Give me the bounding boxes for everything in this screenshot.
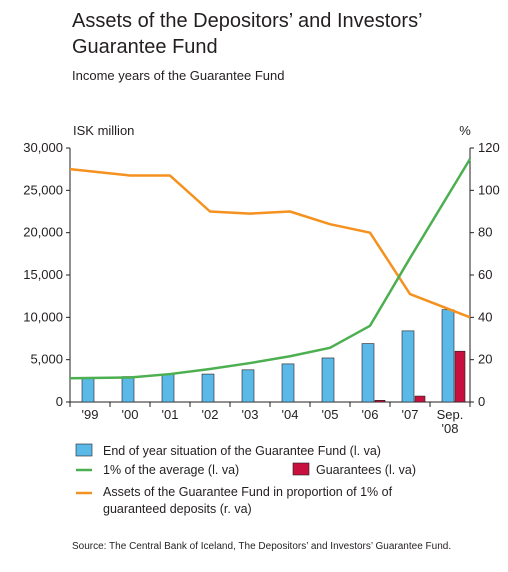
right-tick-label: 40 [478, 309, 492, 324]
guarantee-bar [454, 350, 466, 403]
x-tick-label: Sep. [437, 407, 464, 422]
chart-title: Assets of the Depositors’ and Investors’… [72, 10, 422, 58]
x-tick-label: '99 [82, 407, 99, 422]
fund-bar [121, 376, 135, 403]
x-tick-label: '08 [442, 421, 459, 436]
fund-bar [241, 369, 255, 403]
x-tick-label: '07 [402, 407, 419, 422]
one-percent-average-line [69, 158, 472, 380]
x-tick-label: '06 [362, 407, 379, 422]
legend-label-orange-line-2: guaranteed deposits (r. va) [103, 502, 252, 516]
x-tick-label: '00 [122, 407, 139, 422]
left-tick-label: 15,000 [23, 267, 63, 282]
left-tick-label: 0 [56, 394, 63, 409]
fund-bar [281, 363, 295, 403]
legend-swatch-bars [75, 443, 93, 457]
fund-bar [441, 309, 455, 403]
right-tick-label: 120 [478, 140, 500, 155]
fund-bar [321, 357, 335, 403]
source-note: Source: The Central Bank of Iceland, The… [72, 541, 452, 552]
fund-bar [361, 343, 375, 403]
fund-bar [161, 373, 175, 403]
assets-proportion-line [69, 167, 471, 319]
x-tick-label: '03 [242, 407, 259, 422]
x-tick-label: '04 [282, 407, 299, 422]
x-tick-label: '01 [162, 407, 179, 422]
x-tick-label: '02 [202, 407, 219, 422]
legend: End of year situation of the Guarantee F… [75, 443, 416, 516]
left-tick-label: 20,000 [23, 225, 63, 240]
x-tick-label: '05 [322, 407, 339, 422]
right-tick-label: 20 [478, 352, 492, 367]
right-tick-label: 100 [478, 182, 500, 197]
left-tick-label: 25,000 [23, 182, 63, 197]
left-tick-label: 5,000 [30, 352, 63, 367]
right-tick-label: 80 [478, 225, 492, 240]
right-tick-label: 0 [478, 394, 485, 409]
left-tick-label: 10,000 [23, 309, 63, 324]
legend-label-orange-line-1: Assets of the Guarantee Fund in proporti… [103, 485, 393, 499]
chart: 0 5,000 10,000 15,000 20,000 25,000 30,000 0 20 4… [23, 123, 500, 516]
guarantee-bar [414, 395, 426, 403]
fund-bar [201, 373, 215, 403]
left-tick-label: 30,000 [23, 140, 63, 155]
legend-label-green-line: 1% of the average (l. va) [103, 463, 239, 477]
fund-bar [81, 377, 95, 403]
left-axis-label: ISK million [73, 123, 134, 138]
chart-subtitle: Income years of the Guarantee Fund [72, 68, 285, 83]
legend-swatch-guarantees [292, 462, 310, 476]
fund-bar [401, 330, 415, 403]
right-tick-label: 60 [478, 267, 492, 282]
right-axis-label: % [459, 123, 471, 138]
guarantee-bar [374, 400, 386, 403]
legend-label-bars: End of year situation of the Guarantee F… [103, 444, 381, 458]
legend-label-guarantees: Guarantees (l. va) [316, 463, 416, 477]
